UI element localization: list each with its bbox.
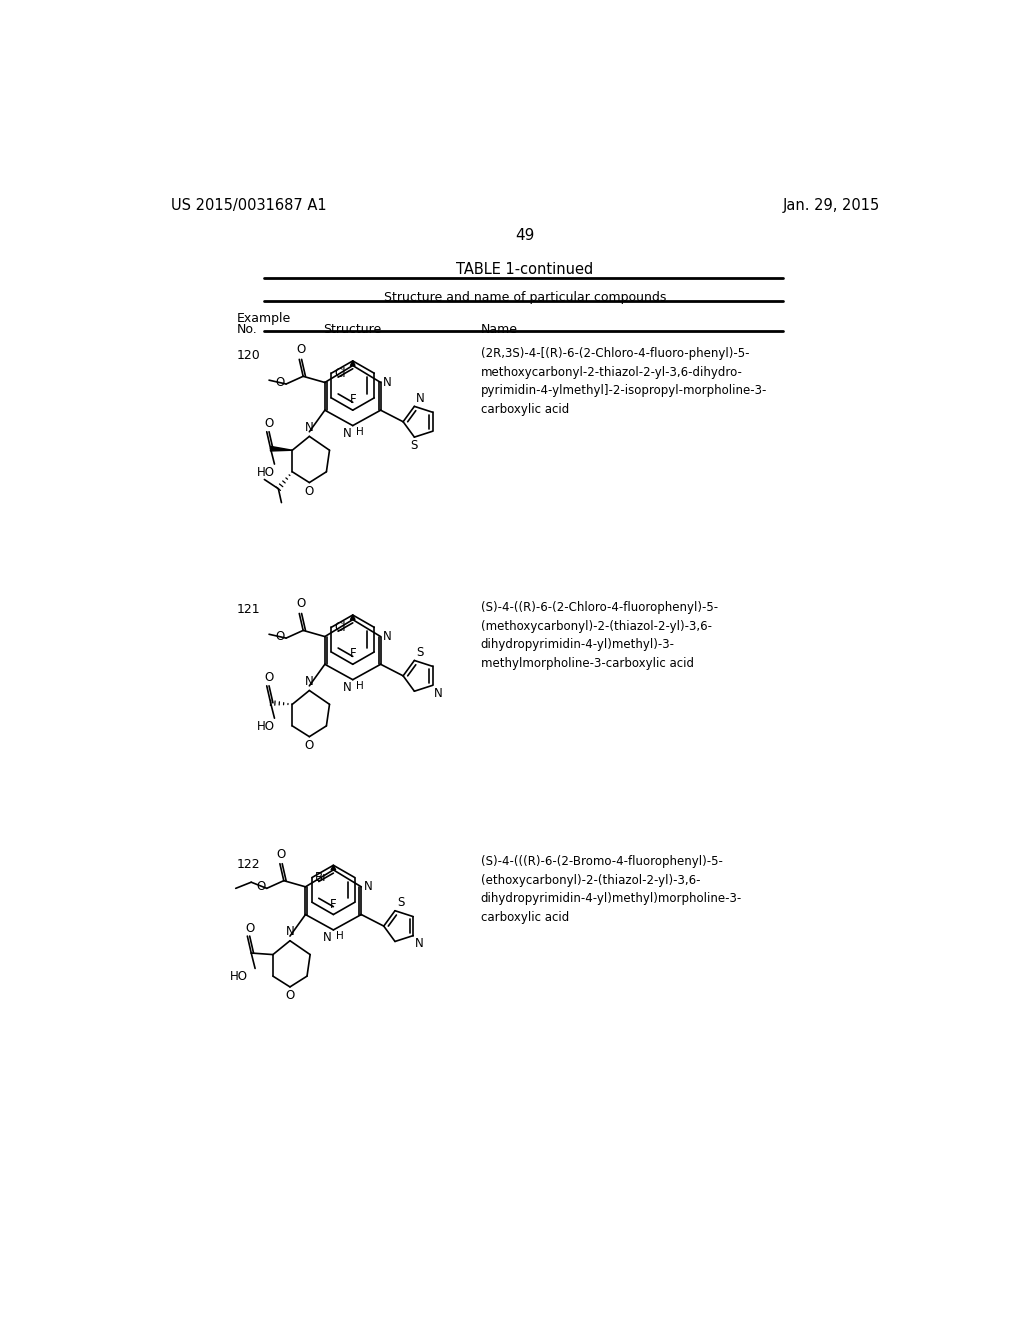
Text: F: F	[349, 393, 356, 407]
Text: (S)-4-(((R)-6-(2-Bromo-4-fluorophenyl)-5-
(ethoxycarbonyl)-2-(thiazol-2-yl)-3,6-: (S)-4-(((R)-6-(2-Bromo-4-fluorophenyl)-5…	[480, 855, 741, 924]
Text: O: O	[305, 484, 314, 498]
Polygon shape	[350, 615, 355, 619]
Text: O: O	[275, 630, 285, 643]
Text: H: H	[337, 932, 344, 941]
Text: 49: 49	[515, 227, 535, 243]
Text: N: N	[342, 428, 351, 440]
Text: N: N	[383, 630, 392, 643]
Text: F: F	[349, 647, 356, 660]
Text: O: O	[264, 672, 273, 684]
Polygon shape	[331, 866, 336, 870]
Text: N: N	[305, 675, 313, 688]
Text: N: N	[364, 880, 373, 894]
Text: O: O	[305, 739, 314, 752]
Text: Name: Name	[480, 323, 517, 337]
Text: HO: HO	[257, 719, 274, 733]
Text: 120: 120	[237, 350, 260, 363]
Text: O: O	[264, 417, 273, 430]
Text: O: O	[256, 880, 265, 894]
Text: Cl: Cl	[335, 367, 346, 380]
Text: O: O	[296, 598, 305, 610]
Text: (2R,3S)-4-[(R)-6-(2-Chloro-4-fluoro-phenyl)-5-
methoxycarbonyl-2-thiazol-2-yl-3,: (2R,3S)-4-[(R)-6-(2-Chloro-4-fluoro-phen…	[480, 347, 767, 416]
Text: O: O	[275, 376, 285, 389]
Text: Cl: Cl	[335, 620, 346, 634]
Polygon shape	[350, 360, 355, 366]
Text: N: N	[383, 376, 392, 389]
Text: H: H	[356, 681, 364, 692]
Text: 122: 122	[237, 858, 260, 871]
Polygon shape	[270, 446, 292, 451]
Text: Structure: Structure	[324, 323, 382, 337]
Text: F: F	[330, 898, 337, 911]
Text: S: S	[417, 645, 424, 659]
Text: N: N	[324, 932, 332, 945]
Text: O: O	[245, 921, 254, 935]
Text: 121: 121	[237, 603, 260, 616]
Text: O: O	[276, 847, 286, 861]
Text: (S)-4-((R)-6-(2-Chloro-4-fluorophenyl)-5-
(methoxycarbonyl)-2-(thiazol-2-yl)-3,6: (S)-4-((R)-6-(2-Chloro-4-fluorophenyl)-5…	[480, 601, 718, 669]
Text: N: N	[286, 925, 294, 939]
Text: Structure and name of particular compounds: Structure and name of particular compoun…	[384, 290, 666, 304]
Text: N: N	[416, 392, 425, 405]
Text: O: O	[296, 343, 305, 356]
Text: H: H	[356, 428, 364, 437]
Text: US 2015/0031687 A1: US 2015/0031687 A1	[171, 198, 327, 214]
Text: N: N	[305, 421, 313, 434]
Text: HO: HO	[230, 970, 248, 983]
Text: N: N	[415, 937, 424, 950]
Text: N: N	[342, 681, 351, 694]
Text: TABLE 1-continued: TABLE 1-continued	[456, 263, 594, 277]
Text: Example: Example	[237, 313, 291, 326]
Text: No.: No.	[237, 323, 257, 337]
Text: S: S	[397, 896, 404, 909]
Text: Br: Br	[315, 871, 328, 884]
Text: N: N	[434, 686, 442, 700]
Text: S: S	[411, 440, 418, 453]
Text: O: O	[286, 989, 295, 1002]
Text: Jan. 29, 2015: Jan. 29, 2015	[782, 198, 880, 214]
Text: HO: HO	[257, 466, 274, 479]
